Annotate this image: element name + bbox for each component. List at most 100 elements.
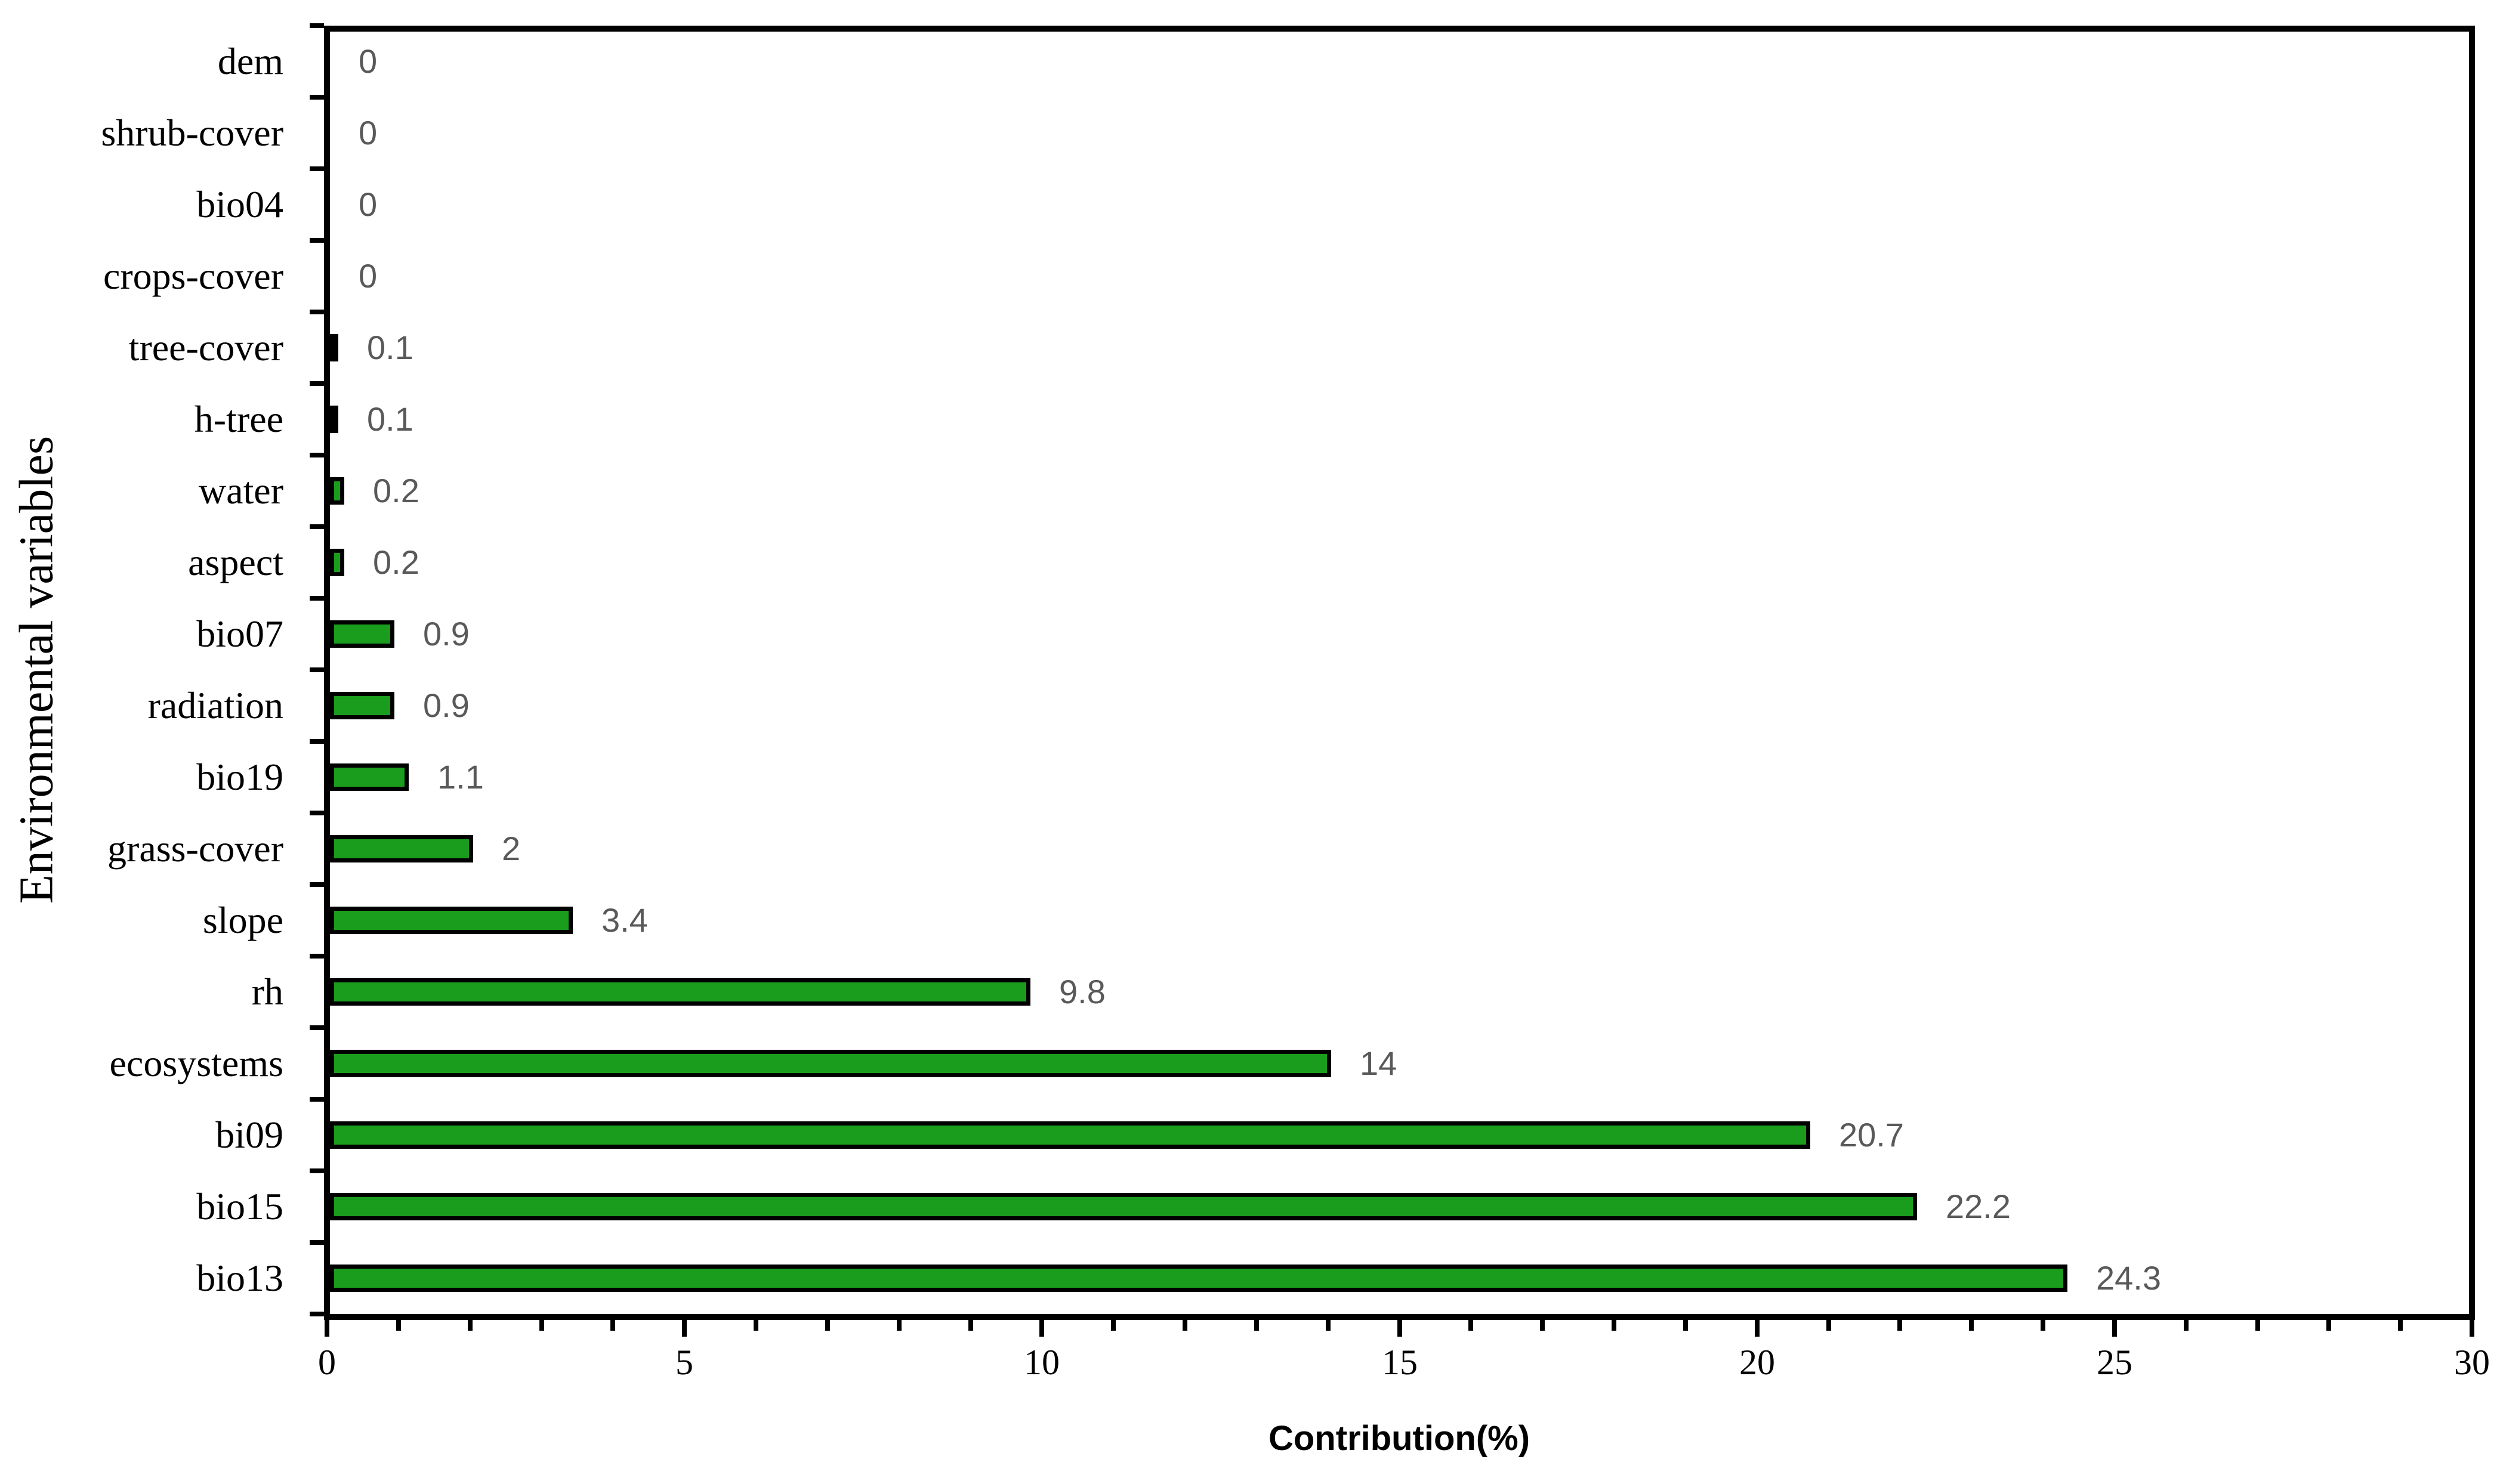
x-axis-minor-tick xyxy=(825,1320,830,1331)
x-axis-major-tick xyxy=(1039,1320,1044,1337)
bar-row: 0.9 xyxy=(330,598,2469,670)
x-axis-major-tick xyxy=(682,1320,687,1337)
category-label: shrub-cover xyxy=(101,112,283,154)
bar-row: 0 xyxy=(330,240,2469,312)
x-axis-minor-tick xyxy=(1826,1320,1831,1331)
y-axis-tick xyxy=(310,1168,324,1173)
bar-row: 0 xyxy=(330,169,2469,240)
bar xyxy=(330,1050,1331,1077)
category-labels: dem shrub-cover bio04 crops-cover tree-cover… xyxy=(0,26,283,1314)
category-label: radiation xyxy=(147,684,283,726)
value-label: 20.7 xyxy=(1839,1116,1904,1154)
bar xyxy=(330,907,573,934)
x-axis-minor-tick xyxy=(1969,1320,1974,1331)
category-label: water xyxy=(198,469,283,512)
bar-row: 24.3 xyxy=(330,1242,2469,1314)
category-label: slope xyxy=(202,899,283,941)
value-label: 3.4 xyxy=(601,901,648,939)
bar-row: 2 xyxy=(330,813,2469,885)
y-axis-tick xyxy=(310,1097,324,1102)
y-axis-tick xyxy=(310,811,324,815)
plot-area xyxy=(324,26,2475,1320)
x-axis-major-tick xyxy=(1755,1320,1760,1337)
bar xyxy=(330,477,344,505)
y-axis-tick xyxy=(310,954,324,959)
bar xyxy=(330,835,473,862)
x-axis-minor-tick xyxy=(468,1320,473,1331)
value-label: 0 xyxy=(359,42,378,80)
x-axis-minor-tick xyxy=(539,1320,544,1331)
x-axis-major-tick xyxy=(325,1320,329,1337)
x-axis-minor-tick xyxy=(2255,1320,2260,1331)
value-label: 0.2 xyxy=(373,543,419,581)
bar-row: 22.2 xyxy=(330,1171,2469,1242)
bar-row: 14 xyxy=(330,1028,2469,1099)
value-label: 0.9 xyxy=(423,687,470,724)
bar-row: 20.7 xyxy=(330,1099,2469,1171)
x-axis-minor-tick xyxy=(1326,1320,1331,1331)
category-label: h-tree xyxy=(194,398,283,440)
x-axis-minor-tick xyxy=(1183,1320,1187,1331)
x-axis-minor-tick xyxy=(2326,1320,2331,1331)
bar xyxy=(330,334,338,361)
x-axis-minor-tick xyxy=(1540,1320,1545,1331)
y-axis-tick xyxy=(310,310,324,314)
y-axis-tick xyxy=(310,381,324,386)
y-axis-tick xyxy=(310,596,324,601)
x-axis-minor-tick xyxy=(897,1320,902,1331)
x-axis-minor-tick xyxy=(1254,1320,1259,1331)
value-label: 0.2 xyxy=(373,472,419,509)
category-label: bi09 xyxy=(215,1114,283,1156)
x-axis-tick-label: 20 xyxy=(1739,1343,1775,1382)
x-axis-minor-tick xyxy=(1468,1320,1473,1331)
y-axis-tick xyxy=(310,166,324,171)
value-label: 0 xyxy=(359,186,378,223)
bar xyxy=(330,692,394,719)
x-axis-minor-tick xyxy=(1612,1320,1616,1331)
y-axis-tick xyxy=(310,667,324,672)
y-axis-tick xyxy=(310,95,324,100)
y-axis-tick xyxy=(310,1025,324,1030)
category-label: bio15 xyxy=(196,1185,283,1228)
bar-row: 0 xyxy=(330,26,2469,97)
category-label: bio04 xyxy=(196,183,283,225)
bar-row: 0 xyxy=(330,97,2469,169)
bar-row: 9.8 xyxy=(330,956,2469,1028)
x-axis-tick-label: 30 xyxy=(2454,1343,2490,1382)
category-label: aspect xyxy=(188,541,283,583)
x-axis-minor-tick xyxy=(968,1320,973,1331)
category-label: dem xyxy=(217,40,283,82)
value-label: 0 xyxy=(359,257,378,295)
bar xyxy=(330,1193,1917,1220)
bar xyxy=(330,620,394,648)
x-axis-minor-tick xyxy=(2041,1320,2045,1331)
y-axis-tick xyxy=(310,1312,324,1316)
value-label: 0 xyxy=(359,114,378,152)
value-label: 22.2 xyxy=(1946,1188,2011,1225)
value-label: 24.3 xyxy=(2096,1259,2161,1297)
bar-row: 0.9 xyxy=(330,670,2469,741)
bar xyxy=(330,549,344,576)
y-axis-tick xyxy=(310,882,324,887)
value-label: 14 xyxy=(1360,1044,1397,1082)
y-axis-tick xyxy=(310,453,324,457)
bar xyxy=(330,1121,1810,1149)
bar-row: 0.1 xyxy=(330,312,2469,384)
value-label: 0.1 xyxy=(367,329,413,366)
y-axis-tick xyxy=(310,238,324,243)
bar-row: 0.2 xyxy=(330,527,2469,598)
category-label: ecosystems xyxy=(109,1042,284,1084)
y-axis-tick xyxy=(310,23,324,28)
value-label: 0.9 xyxy=(423,615,470,653)
bar-row: 0.2 xyxy=(330,455,2469,527)
bar xyxy=(330,978,1030,1006)
x-axis-minor-tick xyxy=(396,1320,401,1331)
x-axis-minor-tick xyxy=(610,1320,615,1331)
x-axis-minor-tick xyxy=(2398,1320,2403,1331)
x-axis-minor-tick xyxy=(1683,1320,1688,1331)
x-axis-minor-tick xyxy=(1111,1320,1116,1331)
y-axis-tick xyxy=(310,739,324,744)
y-axis-tick xyxy=(310,1240,324,1245)
value-label: 1.1 xyxy=(437,758,484,796)
